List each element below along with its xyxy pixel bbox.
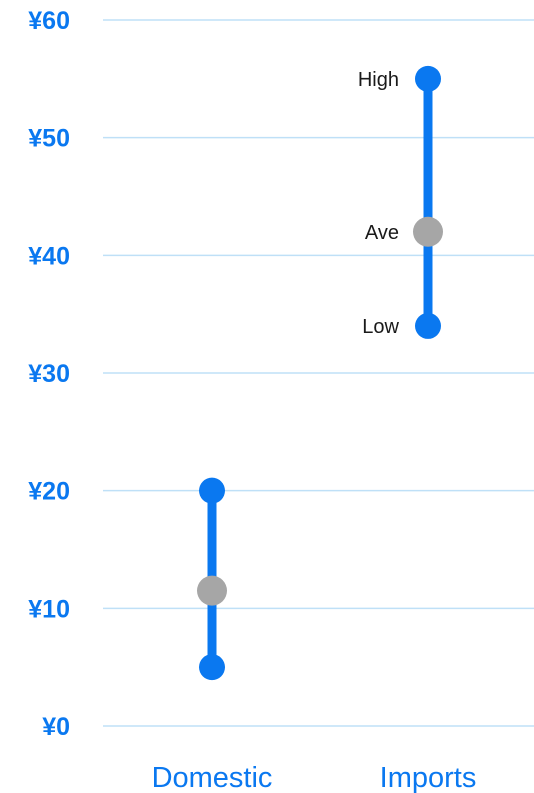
average-point <box>413 216 443 247</box>
grid-lines <box>103 19 534 727</box>
y-tick-label: ¥0 <box>42 713 70 741</box>
low-point <box>199 654 225 681</box>
y-tick-label: ¥30 <box>28 360 70 388</box>
ave-label: Ave <box>365 222 399 244</box>
x-axis: Domestic Imports <box>152 762 477 793</box>
x-tick-label: Domestic <box>152 762 273 793</box>
y-tick-label: ¥40 <box>28 242 70 270</box>
y-tick-label: ¥60 <box>28 7 70 35</box>
high-point <box>415 65 441 92</box>
low-label: Low <box>362 316 399 338</box>
y-tick-label: ¥10 <box>28 595 70 623</box>
y-tick-label: ¥50 <box>28 125 70 153</box>
high-label: High <box>358 69 399 91</box>
average-point <box>197 575 227 606</box>
low-point <box>415 312 441 339</box>
x-tick-label: Imports <box>380 762 477 793</box>
y-axis: ¥0 ¥10 ¥20 ¥30 ¥40 ¥50 ¥60 <box>28 7 70 741</box>
y-tick-label: ¥20 <box>28 478 70 506</box>
range-marks: High Ave Low <box>197 65 443 681</box>
high-point <box>199 477 225 504</box>
